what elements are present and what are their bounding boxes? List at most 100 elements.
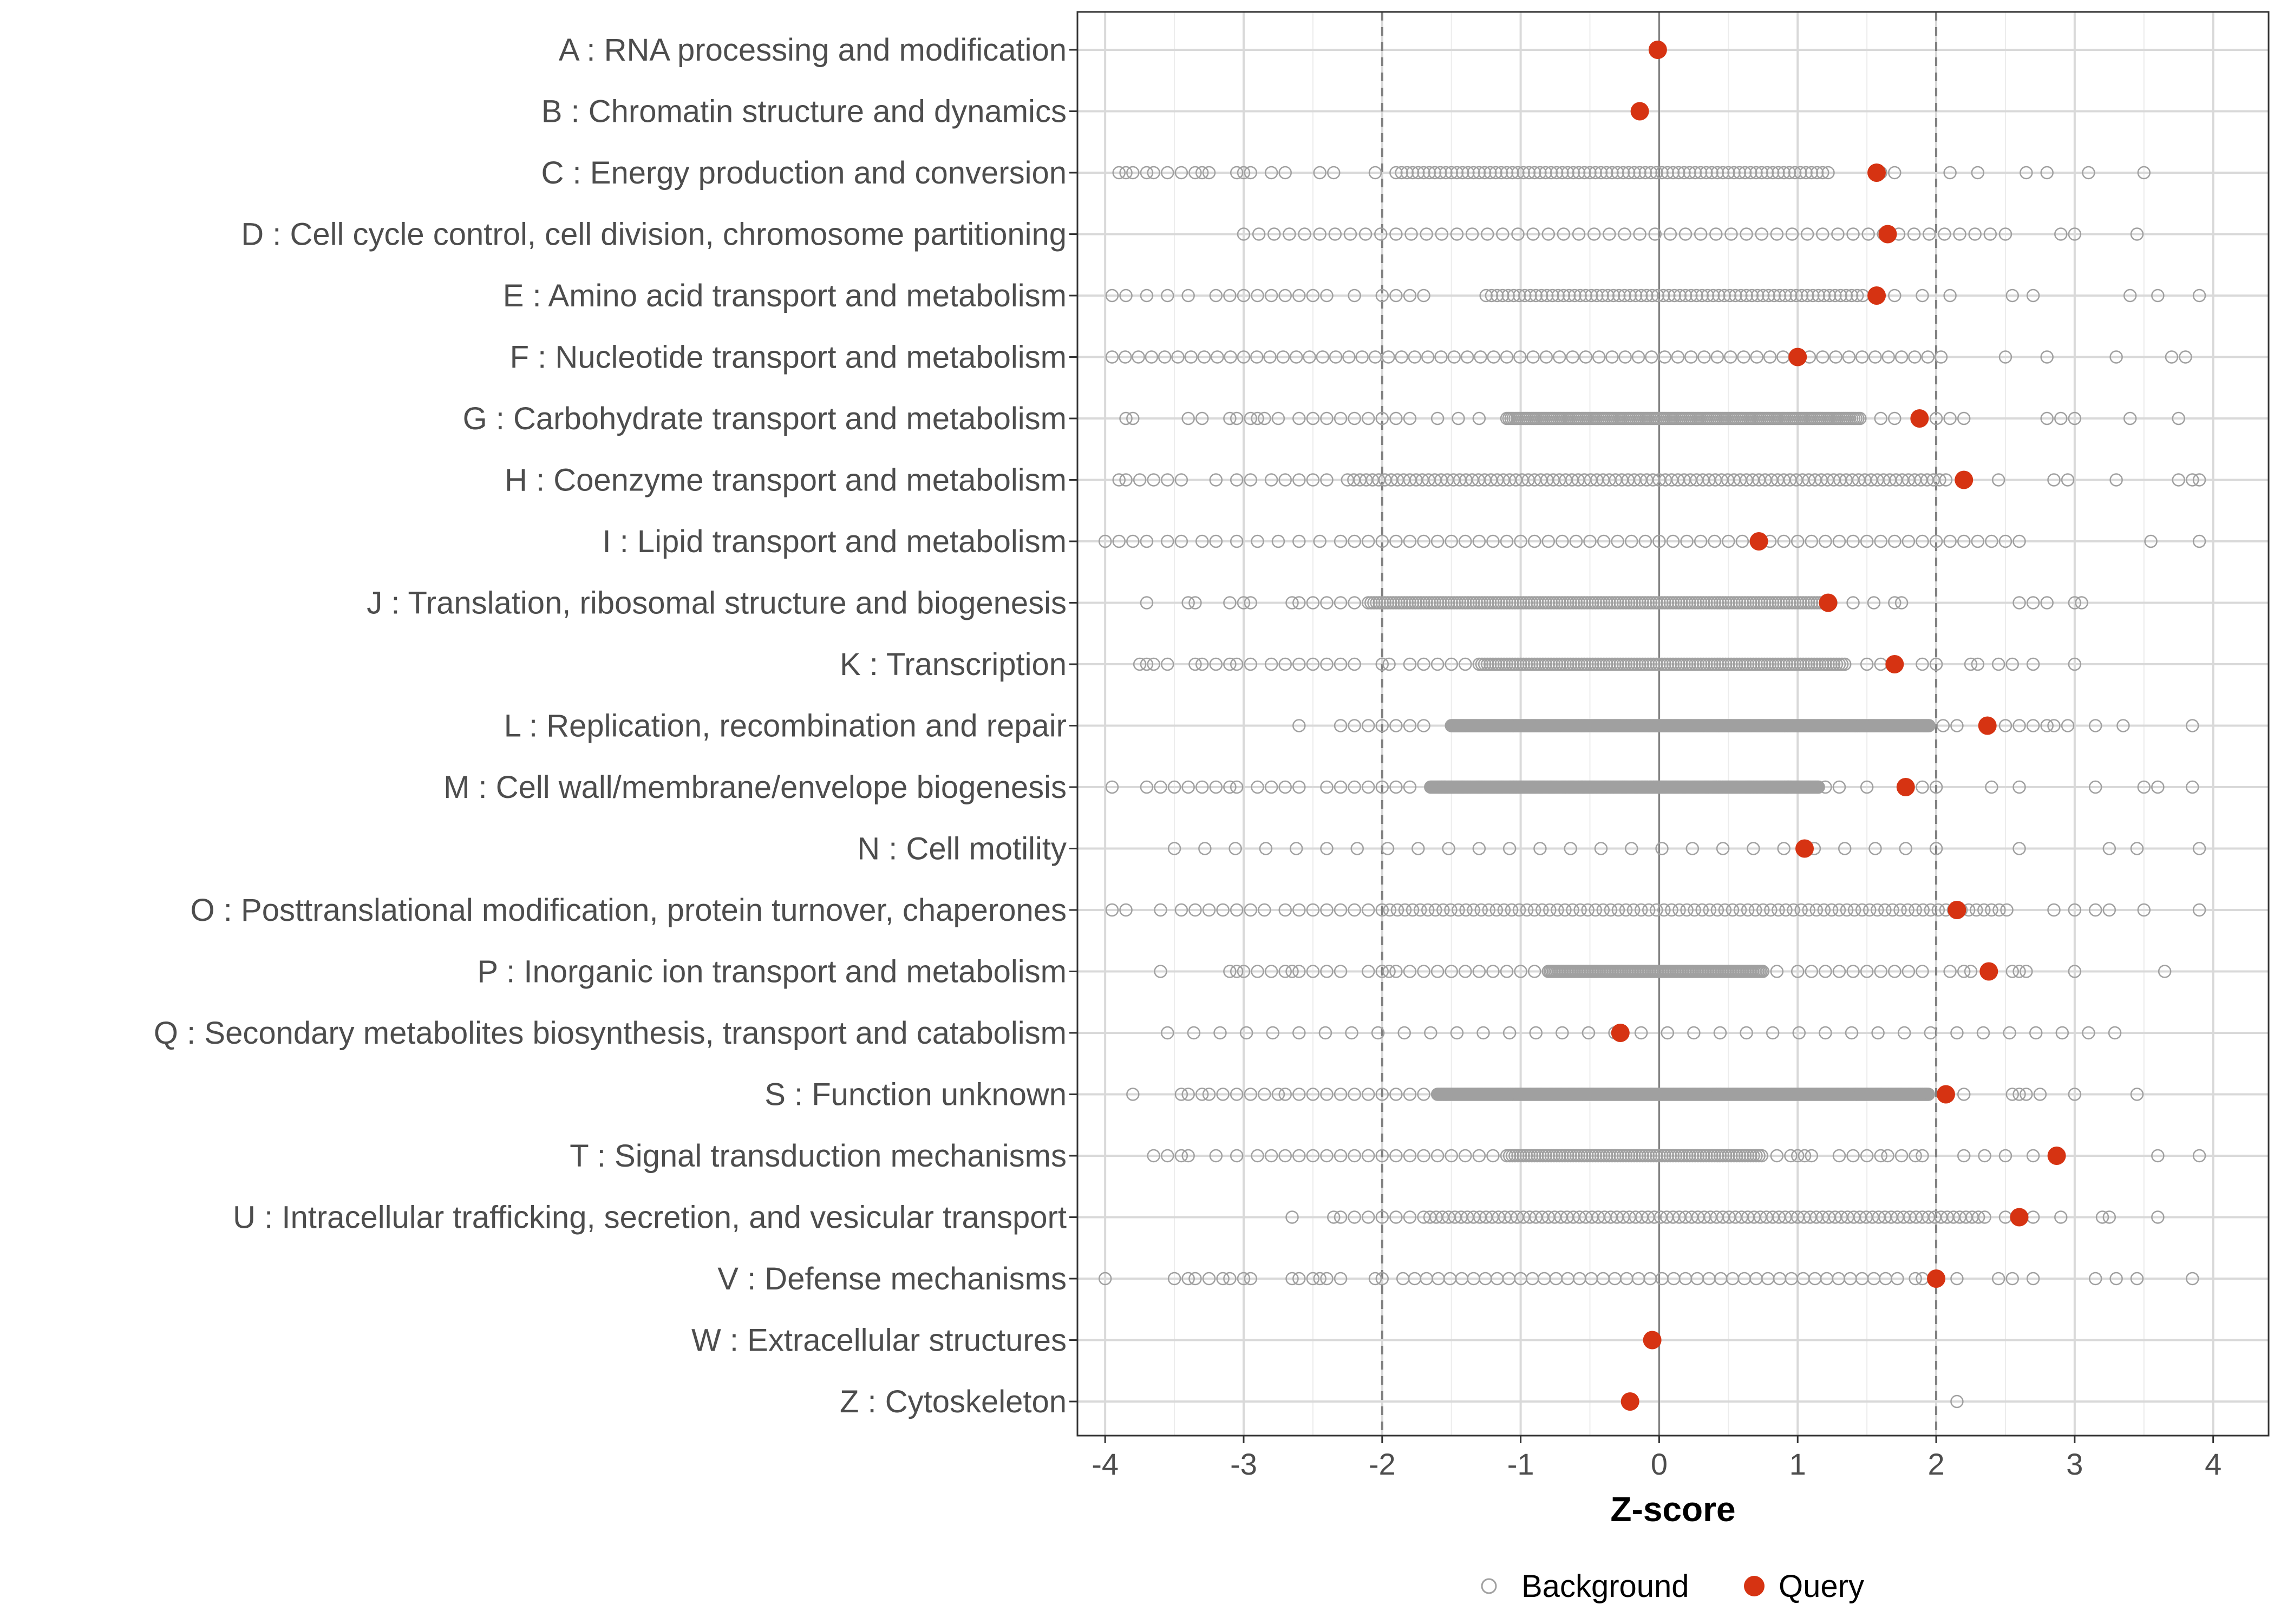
background-point bbox=[1661, 166, 1675, 180]
background-point bbox=[1264, 289, 1278, 303]
background-point bbox=[1258, 411, 1271, 425]
background-point bbox=[1230, 965, 1244, 978]
background-point bbox=[1722, 534, 1735, 548]
background-point bbox=[1345, 1026, 1358, 1040]
background-point bbox=[1888, 534, 1901, 548]
x-axis-ticks: -4 -3 -2 -1 0 1 2 3 4 bbox=[1092, 1436, 2221, 1481]
background-point bbox=[1472, 1149, 1486, 1163]
background-point bbox=[1105, 350, 1119, 364]
background-point bbox=[1891, 1272, 1904, 1286]
background-point bbox=[2172, 411, 2185, 425]
background-point bbox=[1375, 719, 1389, 732]
background-point bbox=[1318, 1026, 1332, 1040]
background-point bbox=[1680, 534, 1694, 548]
background-point bbox=[1361, 411, 1375, 425]
background-point bbox=[1723, 350, 1737, 364]
background-point bbox=[1716, 842, 1730, 855]
background-point bbox=[1894, 1149, 1909, 1163]
plot-panel-border bbox=[1076, 11, 2270, 1437]
background-point bbox=[1348, 289, 1361, 303]
background-point bbox=[1389, 289, 1403, 303]
background-point bbox=[1381, 842, 1395, 855]
query-point bbox=[1749, 532, 1768, 551]
background-point bbox=[1894, 350, 1909, 364]
background-point bbox=[2068, 411, 2082, 425]
background-point bbox=[1710, 166, 1724, 180]
background-point bbox=[1745, 289, 1759, 303]
background-point bbox=[2005, 965, 2019, 978]
background-point bbox=[1511, 227, 1525, 241]
background-point bbox=[1888, 965, 1901, 978]
query-point bbox=[1948, 901, 1966, 919]
background-point bbox=[1188, 903, 1202, 917]
background-point bbox=[1734, 289, 1748, 303]
background-point bbox=[1985, 534, 1998, 548]
background-point bbox=[1271, 1088, 1285, 1101]
background-point bbox=[1292, 1026, 1306, 1040]
background-point bbox=[1546, 289, 1559, 303]
background-point bbox=[1167, 780, 1181, 794]
background-point bbox=[1819, 780, 1832, 794]
background-point bbox=[1921, 350, 1935, 364]
background-point bbox=[1195, 657, 1209, 671]
background-point bbox=[1181, 1149, 1195, 1163]
legend-background-label: Background bbox=[1521, 1569, 1689, 1604]
background-point bbox=[1119, 289, 1133, 303]
background-point bbox=[1539, 350, 1553, 364]
background-point bbox=[1195, 534, 1209, 548]
background-point bbox=[1161, 166, 1174, 180]
background-point bbox=[1244, 903, 1258, 917]
background-point bbox=[2061, 719, 2075, 732]
background-point bbox=[1634, 289, 1648, 303]
background-point bbox=[1791, 965, 1805, 978]
background-point bbox=[1782, 166, 1796, 180]
category-label: N : Cell motility bbox=[857, 831, 1067, 867]
background-point bbox=[1861, 227, 1875, 241]
background-point bbox=[1237, 596, 1251, 610]
background-point bbox=[2151, 1149, 2165, 1163]
background-point bbox=[1195, 1088, 1209, 1101]
background-point bbox=[2151, 780, 2165, 794]
background-point bbox=[1684, 350, 1698, 364]
background-point bbox=[2026, 289, 2040, 303]
background-point bbox=[1581, 903, 1595, 917]
background-point bbox=[2003, 1026, 2016, 1040]
background-point bbox=[1712, 289, 1726, 303]
background-point bbox=[2186, 719, 2199, 732]
background-point bbox=[1350, 842, 1364, 855]
query-point bbox=[1620, 1392, 1639, 1411]
background-point bbox=[1579, 289, 1593, 303]
background-point bbox=[1213, 1026, 1227, 1040]
background-point bbox=[1694, 227, 1708, 241]
background-point bbox=[2088, 780, 2102, 794]
background-point bbox=[2186, 473, 2199, 487]
background-point bbox=[1181, 1088, 1195, 1101]
background-point bbox=[1582, 1026, 1596, 1040]
background-point bbox=[1278, 1088, 1292, 1101]
background-point bbox=[2130, 1088, 2144, 1101]
query-point bbox=[1896, 778, 1915, 796]
background-point bbox=[1501, 289, 1515, 303]
background-point bbox=[1557, 289, 1571, 303]
background-point bbox=[1105, 903, 1119, 917]
background-point bbox=[1306, 596, 1320, 610]
background-point bbox=[1592, 350, 1606, 364]
background-point bbox=[1507, 289, 1521, 303]
background-point bbox=[1292, 289, 1306, 303]
background-point bbox=[1278, 780, 1292, 794]
background-point bbox=[1264, 657, 1278, 671]
background-point bbox=[1327, 1210, 1341, 1224]
background-point bbox=[1871, 903, 1884, 917]
background-point bbox=[1867, 596, 1881, 610]
background-point bbox=[1306, 965, 1320, 978]
background-point bbox=[1202, 1088, 1216, 1101]
background-point bbox=[1894, 596, 1909, 610]
background-point bbox=[1132, 350, 1145, 364]
background-point bbox=[1140, 166, 1154, 180]
background-point bbox=[2165, 350, 2179, 364]
background-point bbox=[1506, 166, 1519, 180]
background-point bbox=[1597, 534, 1611, 548]
background-point bbox=[2033, 1088, 2047, 1101]
background-point bbox=[1618, 227, 1631, 241]
